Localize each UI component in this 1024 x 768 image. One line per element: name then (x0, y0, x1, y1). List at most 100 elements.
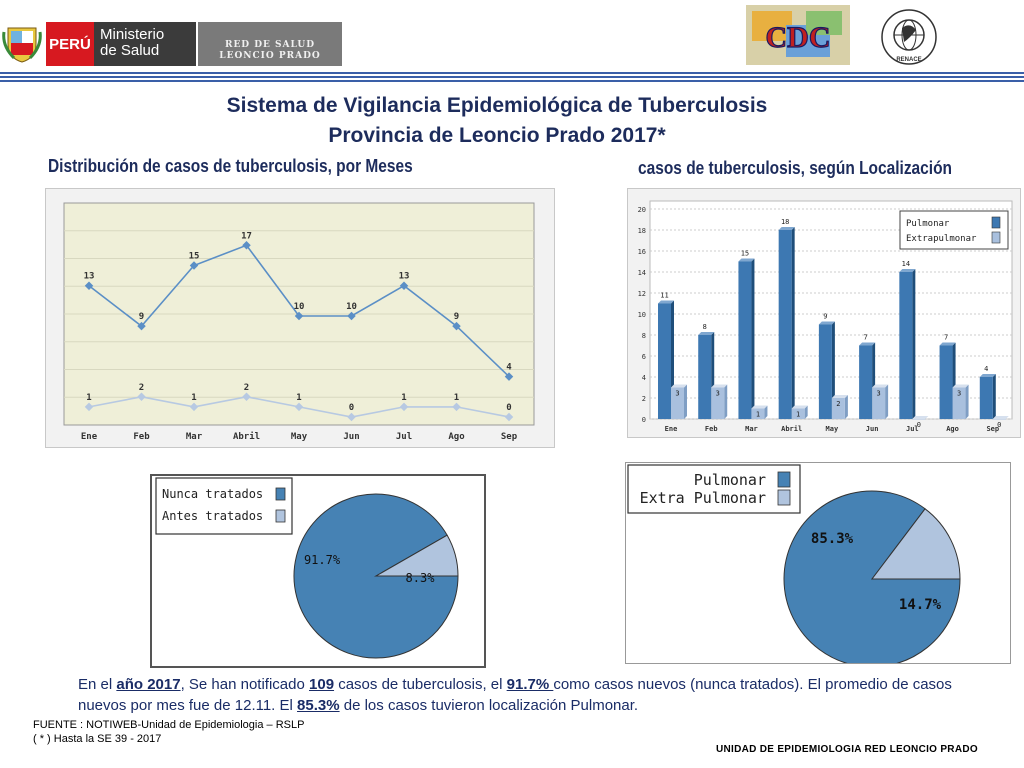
data-label: 10 (294, 302, 305, 312)
x-tick-label: Jul (906, 425, 919, 433)
bar-0 (738, 261, 752, 419)
bar-top (778, 227, 795, 230)
y-tick-label: 20 (638, 206, 646, 214)
bar-top (831, 395, 848, 398)
summary-text: de los casos tuvieron localización Pulmo… (339, 697, 639, 714)
x-tick-label: Mar (186, 432, 203, 442)
bar-chart: 02468101214161820Ene113Feb83Mar151Abril1… (638, 200, 1013, 433)
x-tick-label: Abril (781, 425, 802, 433)
data-label: 1 (296, 393, 301, 403)
data-label: 1 (191, 393, 196, 403)
bar-side (831, 321, 835, 419)
bar-0 (859, 345, 873, 419)
bar-value-label: 0 (997, 421, 1001, 429)
data-point (189, 261, 199, 270)
bar-side (965, 384, 969, 419)
bar-0 (818, 324, 832, 419)
y-tick-label: 18 (638, 227, 646, 235)
y-tick-label: 2 (642, 395, 646, 403)
pie-value-label: 85.3% (811, 531, 854, 547)
data-point (504, 372, 514, 381)
summary-year: año 2017 (116, 676, 181, 693)
footer-unit: UNIDAD DE EPIDEMIOLOGIA RED LEONCIO PRAD… (716, 744, 978, 755)
data-label: 10 (346, 302, 357, 312)
bar-top (791, 405, 808, 409)
peru-coat-of-arms-icon (2, 22, 42, 64)
legend-swatch (777, 489, 791, 506)
x-tick-label: Jul (396, 432, 412, 442)
bar-value-label: 1 (756, 411, 760, 419)
x-tick-label: Ago (448, 432, 464, 442)
bar-top (671, 384, 687, 388)
x-tick-label: Jun (866, 425, 879, 433)
bar-value-label: 3 (675, 390, 679, 398)
red-line2: LEONCIO PRADO (219, 51, 321, 61)
data-label: 4 (506, 363, 512, 373)
summary-pct-new: 91.7% (506, 676, 554, 693)
summary-paragraph: En el año 2017, Se han notificado 109 ca… (78, 674, 968, 716)
pie-slice-1 (870, 508, 961, 580)
bar-value-label: 3 (716, 390, 720, 398)
data-label: 9 (454, 312, 459, 322)
data-point (242, 392, 251, 402)
y-tick-label: 10 (638, 311, 646, 319)
bar-chart-subtitle: casos de tuberculosis, según Localizació… (638, 158, 952, 178)
data-label: 9 (139, 312, 144, 322)
y-tick-label: 6 (642, 353, 646, 361)
y-tick-label: 8 (642, 332, 646, 340)
legend-swatch (275, 487, 286, 501)
bar-top (711, 384, 728, 388)
data-label: 2 (244, 383, 249, 393)
bar-side (844, 395, 848, 419)
line-chart-panel: Ene Feb Mar Abril May Jun Jul Ago Sep 13 9 15 17 10 10… (45, 188, 555, 448)
bar-top (939, 342, 956, 346)
bar-value-label: 2 (836, 400, 840, 408)
data-point (84, 402, 94, 412)
data-label: 17 (241, 231, 252, 241)
y-tick-label: 16 (638, 248, 646, 256)
header-divider (0, 72, 1024, 82)
bar-1 (751, 408, 765, 419)
peru-badge: PERÚ (46, 22, 94, 66)
page-title-line2: Provincia de Leoncio Prado 2017* (328, 124, 666, 147)
data-label: 0 (349, 403, 354, 413)
data-point (504, 412, 514, 422)
bar-chart-panel: 0 2 4 6 8 10 12 14 16 18 20 Ene 11 3 Feb 8 3 Mar 15 1 Abril 1… (627, 188, 1021, 438)
data-point (399, 281, 409, 290)
legend-swatch (777, 471, 791, 488)
source-line: FUENTE : NOTIWEB-Unidad de Epidemiologia… (33, 719, 305, 731)
summary-text: , Se han notificado (180, 676, 310, 693)
bar-value-label: 14 (902, 260, 910, 268)
summary-text: como casos nuevos (nunca tratados). El p… (78, 676, 952, 714)
bar-value-label: 15 (741, 250, 749, 258)
bar-1 (711, 387, 725, 419)
data-label: 13 (84, 272, 95, 282)
renace-logo-text: RENACE (896, 57, 921, 63)
legend-label: Pulmonar (694, 471, 766, 489)
bar-top (992, 416, 1009, 419)
data-point (137, 392, 146, 402)
bar-1 (992, 419, 1006, 420)
bar-side (764, 405, 768, 419)
data-point (189, 402, 199, 412)
bar-side (804, 405, 808, 419)
x-tick-label: Mar (745, 425, 758, 433)
bar-top (658, 300, 674, 304)
bar-value-label: 7 (864, 334, 868, 342)
bar-0 (979, 377, 993, 419)
legend-swatch (991, 231, 1001, 244)
data-label: 0 (506, 403, 511, 413)
bar-1 (831, 398, 845, 419)
x-tick-label: Sep (986, 425, 999, 433)
legend-label: Extra Pulmonar (640, 489, 766, 507)
summary-cases: 109 (309, 676, 335, 693)
bar-side (992, 374, 996, 419)
bar-top (698, 332, 715, 335)
bar-side (751, 258, 755, 419)
bar-1 (671, 387, 684, 419)
data-point (294, 402, 304, 412)
bar-0 (658, 303, 671, 419)
cdc-logo: CDC (746, 5, 850, 65)
